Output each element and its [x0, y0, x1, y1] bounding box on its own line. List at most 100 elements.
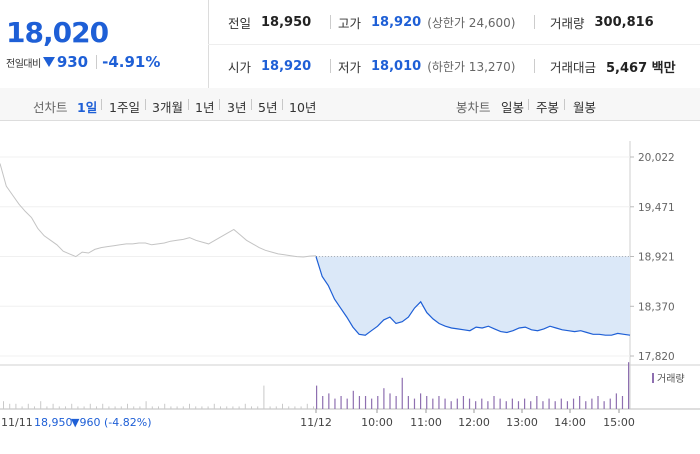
volume-bar: [413, 398, 416, 409]
volume-bar: [275, 406, 277, 409]
candle-weekly-tab[interactable]: 주봉: [536, 100, 560, 115]
period-5y-tab[interactable]: 5년: [258, 100, 278, 115]
x-tick-label: 10:00: [361, 416, 393, 429]
candle-chart-label: 봉차트: [456, 100, 491, 115]
high-value: 18,920: [371, 14, 422, 30]
volume-bar: [3, 401, 4, 409]
volume-bar: [27, 403, 29, 409]
y-tick-label: 19,471: [638, 202, 675, 214]
period-3y-tab[interactable]: 3년: [227, 100, 247, 115]
low-price: 저가 18,010 (하한가 13,270): [338, 44, 515, 88]
amount-value: 5,467 백만: [606, 60, 676, 76]
volume-bar: [322, 396, 324, 409]
chart-line-layer: [0, 163, 631, 336]
amount-label: 거래대금: [550, 59, 597, 75]
volume-bar: [358, 396, 361, 409]
line-chart-label: 선차트: [33, 100, 68, 115]
volume-bar: [585, 401, 587, 409]
volume-bar: [189, 403, 190, 409]
volume-bar: [77, 406, 79, 409]
volume-bar: [89, 403, 91, 409]
high-price: 고가 18,920 (상한가 24,600): [338, 0, 515, 44]
volume-bar: [34, 406, 35, 409]
volume-bar: [9, 403, 11, 409]
volume-bar: [560, 398, 562, 409]
volume-bar: [151, 406, 153, 409]
volume-bar: [426, 396, 428, 409]
volume-bar: [83, 406, 85, 409]
volume-bar: [158, 406, 159, 409]
volume-bar: [313, 406, 314, 409]
volume-bar: [114, 406, 116, 409]
volume-label: 거래량: [550, 15, 585, 31]
change-row: 전일대비 930 -4.91%: [6, 53, 160, 71]
volume-bar: [238, 406, 240, 409]
volume-bar: [597, 396, 599, 409]
volume-bar: [96, 406, 97, 409]
volume-bar: [364, 396, 367, 409]
volume-bar: [40, 401, 42, 409]
volume-bar: [328, 393, 330, 409]
volume-bar: [517, 401, 520, 409]
volume-bar: [15, 403, 17, 409]
candle-monthly-tab[interactable]: 월봉: [573, 100, 597, 115]
volume-bar: [407, 396, 409, 409]
high-label: 고가: [338, 15, 362, 31]
lower-limit: (하한가 13,270): [427, 59, 516, 74]
volume-bar: [566, 401, 569, 409]
divider: [219, 99, 220, 110]
volume-bar: [346, 398, 348, 409]
candle-daily-tab[interactable]: 일봉: [501, 100, 525, 115]
price-area-fill: [316, 256, 630, 336]
divider: [96, 55, 98, 69]
volume-info: 거래량 300,816: [550, 0, 654, 44]
volume-layer: [3, 362, 630, 409]
volume-bar: [432, 398, 434, 409]
amount-info: 거래대금 5,467 백만: [550, 44, 676, 88]
price-line: [315, 256, 631, 336]
chart-toolbar: 선차트 1일 1주일 3개월 1년 3년 5년 10년 봉차트 일봉 주봉 월봉: [0, 88, 700, 121]
prev-close-label: 전일: [228, 15, 252, 31]
volume-bar: [170, 406, 172, 409]
divider: [534, 15, 535, 29]
volume-bar: [164, 403, 166, 409]
previous-day-change: ▼960: [71, 416, 100, 429]
divider: [534, 59, 535, 73]
period-3m-tab[interactable]: 3개월: [152, 100, 183, 115]
period-1y-tab[interactable]: 1년: [195, 100, 215, 115]
volume-bar: [481, 398, 483, 409]
volume-bar: [46, 406, 48, 409]
volume-bar: [251, 406, 252, 409]
volume-bar: [213, 403, 215, 409]
volume-bar: [306, 403, 308, 409]
volume-bar: [269, 406, 271, 409]
volume-bar: [591, 398, 593, 409]
previous-day-close: 18,950: [34, 416, 73, 429]
change-label: 전일대비: [6, 58, 41, 70]
price-box: 18,020 전일대비 930 -4.91%: [0, 0, 209, 88]
change-value: 930: [56, 53, 89, 71]
previous-day-date: 11/11: [1, 416, 33, 429]
volume-bar: [456, 398, 458, 409]
period-1d-tab[interactable]: 1일: [77, 100, 98, 115]
period-1w-tab[interactable]: 1주일: [109, 100, 140, 115]
volume-bar: [615, 393, 617, 409]
volume-bar: [511, 398, 513, 409]
change-rate: -4.91%: [102, 53, 161, 71]
volume-bar: [603, 401, 605, 409]
period-10y-tab[interactable]: 10년: [289, 100, 317, 115]
volume-bar: [371, 398, 373, 409]
volume-bar: [468, 398, 471, 409]
volume-bar: [395, 396, 397, 409]
volume-bar: [226, 406, 228, 409]
volume-bar: [383, 388, 385, 409]
volume-legend-swatch: [652, 373, 654, 383]
volume-bar: [487, 401, 489, 409]
volume-bar: [444, 398, 446, 409]
volume-bar: [340, 396, 342, 409]
volume-bar: [554, 401, 556, 409]
divider: [145, 99, 146, 110]
volume-bar: [120, 406, 122, 409]
volume-bar: [133, 406, 135, 409]
volume-legend-label: 거래량: [657, 373, 685, 385]
